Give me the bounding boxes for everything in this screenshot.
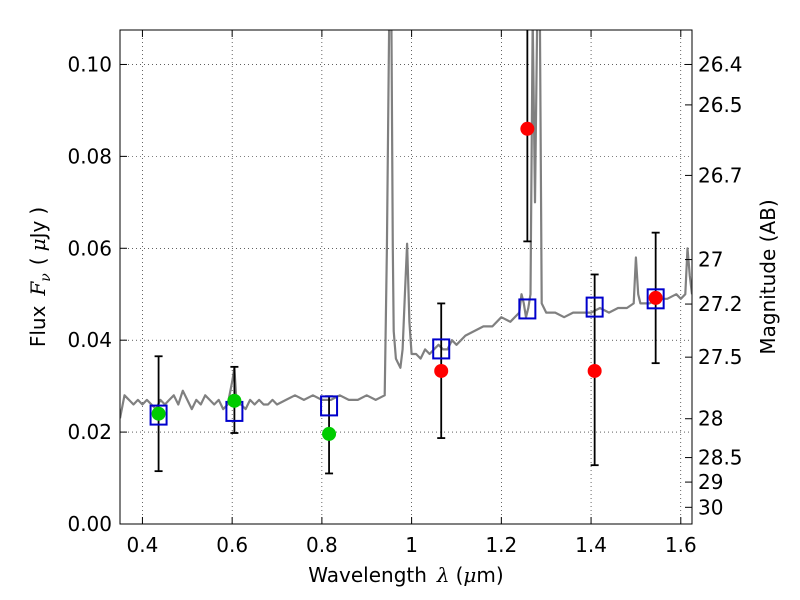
y2-tick-label: 27: [698, 248, 723, 272]
plot-frame: [119, 29, 693, 525]
observed-green-point: [151, 406, 166, 421]
tick-labels: 0.4 0.6 0.8 1 1.2 1.4 1.6 0.00 0.02 0.04 0.06 0.08 0…: [67, 52, 742, 557]
model-square: [585, 296, 604, 318]
y2-tick-label: 28.5: [698, 446, 743, 470]
model-square: [518, 298, 537, 320]
x-axis-label: Wavelength λ (μm): [308, 563, 503, 587]
model-square: [149, 404, 168, 426]
y-tick-label: 0.06: [67, 236, 112, 260]
data-layer: [120, 30, 692, 475]
x-tick-label: 1.4: [575, 533, 607, 557]
y2-tick-label: 30: [698, 495, 723, 519]
y-axis-right-label: Magnitude (AB): [756, 199, 780, 354]
y-tick-label: 0.02: [67, 420, 112, 444]
y-tick-label: 0.10: [67, 52, 112, 76]
y2-tick-label: 28: [698, 407, 723, 431]
x-tick-label: 0.8: [306, 533, 338, 557]
y-tick-label: 0.08: [67, 144, 112, 168]
y2-tick-label: 26.7: [698, 163, 743, 187]
y2-tick-label: 27.2: [698, 292, 743, 316]
observed-green-point: [227, 393, 242, 408]
y2-tick-label: 29: [698, 470, 723, 494]
x-tick-label: 0.6: [216, 533, 248, 557]
observed-red-point: [520, 121, 535, 136]
observed-red-point: [648, 290, 663, 305]
observed-red-point: [434, 363, 449, 378]
x-tick-label: 1.2: [485, 533, 517, 557]
y2-tick-label: 26.5: [698, 93, 743, 117]
y-axis-label: FluxFν(μJy): [26, 207, 54, 347]
ticks: [120, 30, 692, 525]
model-square: [646, 288, 665, 310]
x-tick-label: 1: [405, 533, 418, 557]
y-tick-label: 0.04: [67, 328, 112, 352]
model-square: [320, 395, 339, 417]
observed-green-point: [322, 426, 337, 441]
model-square: [432, 338, 451, 360]
y2-tick-label: 26.4: [698, 52, 743, 76]
y2-tick-label: 27.5: [698, 345, 743, 369]
x-tick-label: 0.4: [127, 533, 159, 557]
y-tick-label: 0.00: [67, 512, 112, 536]
x-tick-label: 1.6: [665, 533, 697, 557]
observed-red-point: [587, 363, 602, 378]
spectrum-line: [120, 30, 692, 419]
